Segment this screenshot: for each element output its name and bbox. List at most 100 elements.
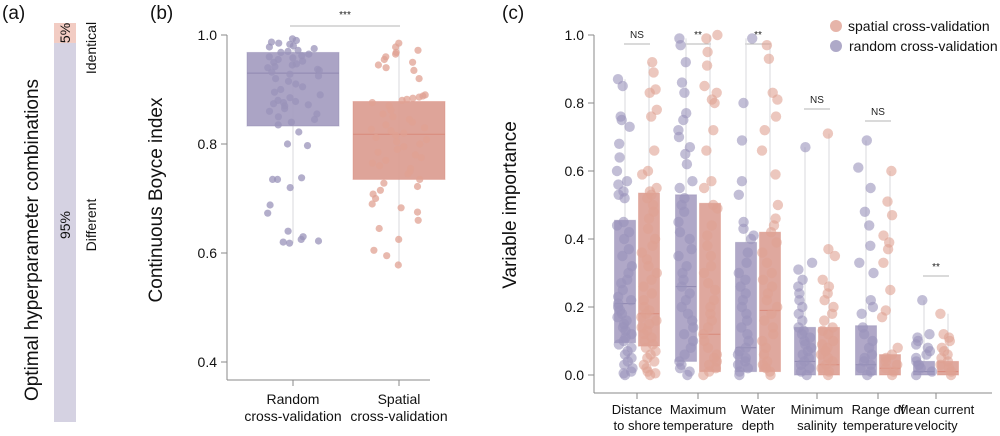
data-point: [271, 63, 279, 71]
data-point: [404, 170, 412, 178]
significance-label: NS: [871, 107, 885, 118]
x-tick-label: Distance: [612, 402, 663, 417]
data-point: [878, 230, 889, 241]
data-point: [736, 135, 748, 146]
data-point: [702, 230, 713, 241]
data-point: [699, 80, 710, 92]
data-point: [374, 61, 382, 69]
significance-label: NS: [810, 95, 824, 106]
data-point: [619, 233, 630, 245]
data-point: [757, 247, 768, 258]
data-point: [684, 233, 695, 245]
data-point: [292, 80, 300, 88]
data-point: [706, 220, 717, 231]
data-point: [422, 136, 431, 144]
data-point: [286, 94, 294, 102]
data-point: [265, 43, 273, 51]
data-point: [289, 54, 297, 62]
data-point: [738, 223, 749, 234]
data-point: [827, 335, 839, 347]
data-point: [761, 295, 772, 306]
data-point: [395, 235, 403, 243]
data-point: [619, 359, 630, 370]
data-point: [617, 250, 628, 262]
data-point: [674, 363, 686, 374]
data-point: [745, 233, 757, 245]
significance-label: ***: [339, 10, 351, 21]
data-point: [853, 162, 864, 173]
data-point: [315, 66, 323, 74]
data-point: [270, 100, 278, 108]
panel-a: (a) Optimal hyperparameter combinations …: [2, 3, 99, 422]
data-point: [611, 165, 623, 177]
data-point: [756, 145, 768, 156]
data-point: [274, 121, 282, 129]
data-point: [864, 220, 875, 231]
data-point: [682, 369, 693, 381]
data-point: [680, 57, 691, 68]
data-point: [389, 113, 397, 121]
data-point: [761, 257, 773, 268]
y-tick-label: 0.4: [565, 231, 585, 247]
data-point: [673, 250, 684, 262]
data-point: [368, 159, 376, 167]
data-point: [829, 250, 841, 262]
data-point: [299, 57, 307, 65]
data-point: [266, 201, 274, 209]
panel-c-axes: 1.0 0.8 0.6 0.4 0.2 0.0 NS ** ** NS NS **: [565, 27, 992, 399]
data-point: [759, 125, 770, 136]
data-point: [272, 75, 280, 83]
x-tick-label-spatial-line2: cross-validation: [350, 408, 447, 424]
data-point: [413, 208, 422, 216]
data-point: [676, 301, 687, 313]
panel-c: (c) Variable importance 1.0 0.8 0.6 0.4 0.2 0…: [500, 3, 998, 433]
data-point: [394, 261, 402, 269]
data-point: [817, 274, 828, 285]
data-point: [793, 264, 804, 275]
data-point: [392, 131, 400, 139]
data-point: [741, 257, 752, 268]
data-point: [712, 29, 723, 41]
data-point: [698, 267, 710, 279]
data-point: [701, 60, 713, 71]
data-point: [279, 238, 287, 246]
data-point: [646, 288, 657, 299]
data-point: [284, 47, 292, 56]
data-point: [636, 312, 647, 323]
data-point: [621, 176, 633, 187]
data-point: [264, 209, 272, 217]
data-point: [642, 193, 653, 204]
data-point: [613, 339, 625, 350]
data-point: [742, 247, 753, 258]
data-point: [688, 322, 699, 333]
y-tick-label: 0.2: [565, 299, 585, 315]
data-point: [865, 182, 876, 194]
data-point: [649, 145, 660, 156]
data-point: [822, 369, 834, 381]
data-point: [705, 250, 717, 262]
data-point: [765, 369, 776, 381]
x-tick-label: Range of: [852, 402, 905, 417]
data-point: [372, 133, 380, 142]
data-point: [382, 64, 390, 72]
data-point: [619, 193, 630, 204]
panel-b-ylabel: Continuous Boyce index: [146, 97, 167, 302]
data-point: [676, 77, 688, 88]
data-point: [747, 33, 758, 44]
x-tick-label-line2: temperature: [663, 418, 733, 433]
data-point: [314, 237, 323, 245]
y-tick-label: 1.0: [565, 27, 585, 43]
legend-label-random: random cross-validation: [849, 38, 998, 54]
data-point: [680, 148, 691, 160]
data-point: [310, 45, 318, 53]
data-point: [687, 176, 698, 187]
data-point: [702, 46, 713, 58]
x-tick-label-line2: depth: [742, 418, 775, 433]
data-point: [911, 339, 922, 350]
data-point: [397, 204, 405, 212]
data-point: [273, 175, 282, 183]
data-point: [380, 179, 388, 187]
bar-segment-identical: [54, 23, 76, 43]
data-point: [277, 48, 285, 57]
